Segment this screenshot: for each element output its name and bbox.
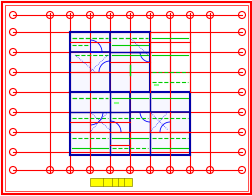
Polygon shape [70, 32, 149, 92]
Polygon shape [70, 92, 189, 155]
Bar [90, 178, 132, 186]
